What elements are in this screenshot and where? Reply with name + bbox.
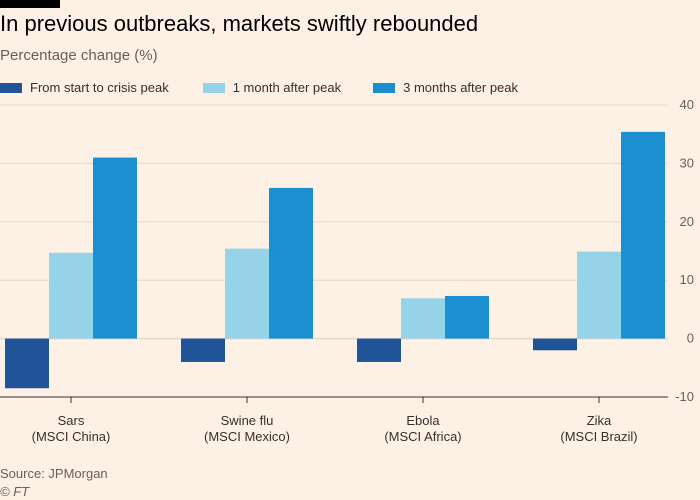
legend-label-start-to-peak: From start to crisis peak xyxy=(30,80,169,95)
y-tick-label-10: 10 xyxy=(680,272,694,287)
legend-label-1-month: 1 month after peak xyxy=(232,80,342,95)
source-note: Source: JPMorgan xyxy=(0,466,108,481)
bar-1-month-after-peak-3 xyxy=(577,251,621,339)
legend-swatch-start-to-peak xyxy=(0,82,22,93)
y-tick-label-30: 30 xyxy=(680,155,694,170)
chart-subtitle: Percentage change (%) xyxy=(0,47,158,64)
chart-title: In previous outbreaks, markets swiftly r… xyxy=(0,11,479,36)
bar-from-start-to-crisis-peak-0 xyxy=(5,338,49,389)
legend-label-3-months: 3 months after peak xyxy=(403,80,519,95)
legend-swatch-3-months xyxy=(373,82,396,93)
bar-3-months-after-peak-0 xyxy=(93,157,137,339)
bar-1-month-after-peak-2 xyxy=(401,298,445,339)
y-tick-label-20: 20 xyxy=(680,214,694,229)
bar-1-month-after-peak-1 xyxy=(225,248,269,339)
bar-3-months-after-peak-1 xyxy=(269,187,313,339)
bar-1-month-after-peak-0 xyxy=(49,252,93,339)
x-tick-sublabel-3: (MSCI Brazil) xyxy=(560,429,637,444)
bar-3-months-after-peak-3 xyxy=(621,131,665,339)
legend-swatch-1-month xyxy=(202,82,225,93)
x-tick-label-2: Ebola xyxy=(406,413,440,428)
legend-item-1-month: 1 month after peak xyxy=(202,80,342,95)
x-tick-label-0: Sars xyxy=(58,413,85,428)
title-accent-bar xyxy=(0,0,60,8)
bar-from-start-to-crisis-peak-2 xyxy=(357,338,401,362)
bar-from-start-to-crisis-peak-1 xyxy=(181,338,225,362)
chart-legend: From start to crisis peak 1 month after … xyxy=(0,80,550,95)
x-tick-label-3: Zika xyxy=(587,413,612,428)
ft-credit: © FT xyxy=(0,484,30,499)
x-tick-label-1: Swine flu xyxy=(221,413,274,428)
x-tick-sublabel-0: (MSCI China) xyxy=(32,429,111,444)
x-tick-sublabel-1: (MSCI Mexico) xyxy=(204,429,290,444)
bar-from-start-to-crisis-peak-3 xyxy=(533,338,577,351)
legend-item-start-to-peak: From start to crisis peak xyxy=(0,80,169,95)
bar-3-months-after-peak-2 xyxy=(445,295,489,339)
x-tick-sublabel-2: (MSCI Africa) xyxy=(384,429,461,444)
y-tick-label-40: 40 xyxy=(680,97,694,112)
y-tick-label-0: 0 xyxy=(687,331,694,346)
y-tick-label--10: -10 xyxy=(675,389,694,404)
legend-item-3-months: 3 months after peak xyxy=(373,80,518,95)
